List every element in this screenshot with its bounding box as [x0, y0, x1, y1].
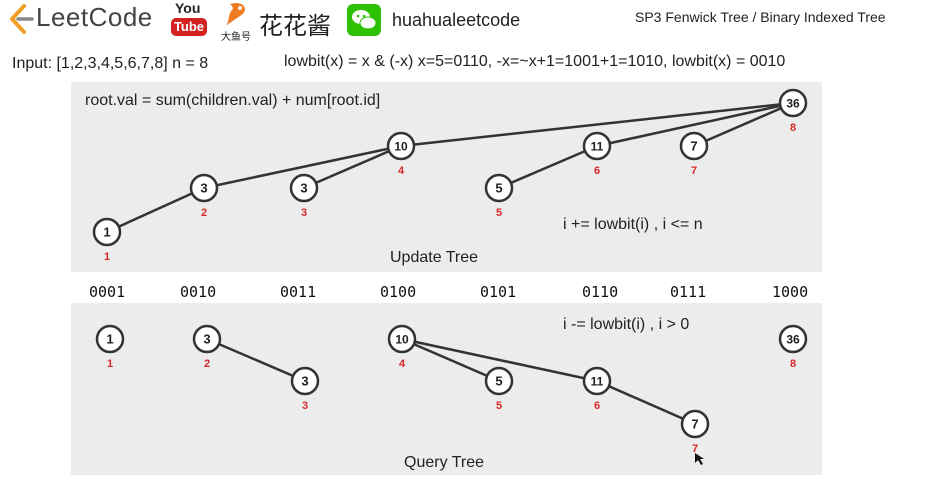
query-node-value-1: 1: [106, 332, 113, 347]
query-edges: [206, 337, 696, 426]
query-node-index-8: 8: [790, 358, 796, 370]
youtube-logo: You Tube: [169, 0, 209, 40]
query-node-value-4: 10: [395, 333, 409, 347]
binary-label: 0010: [180, 283, 217, 301]
update-edge-1-2: [106, 186, 205, 234]
query-node-index-6: 6: [594, 400, 600, 412]
update-rule: i += lowbit(i) , i <= n: [563, 216, 703, 233]
query-node-index-5: 5: [496, 400, 502, 412]
query-node-value-3: 3: [301, 374, 308, 389]
update-node-value-5: 5: [495, 181, 502, 196]
query-rule: i -= lowbit(i) , i > 0: [563, 316, 690, 333]
dayu-label: 大鱼号: [221, 32, 251, 43]
query-node-index-3: 3: [302, 400, 308, 412]
update-edge-7-8: [693, 101, 794, 148]
query-node-index-2: 2: [204, 358, 210, 370]
query-node-index-4: 4: [399, 358, 406, 370]
binary-label: 0111: [670, 283, 707, 301]
query-node-6: [582, 366, 612, 396]
query-node-5: [484, 366, 514, 396]
binary-label: 1000: [772, 283, 809, 301]
update-edge-5-6: [498, 144, 598, 190]
update-node-value-3: 3: [300, 181, 307, 196]
input-text: Input: [1,2,3,4,5,6,7,8] n = 8: [12, 55, 209, 72]
update-caption: Update Tree: [390, 249, 479, 266]
update-node-index-6: 6: [594, 165, 600, 177]
query-node-value-6: 11: [591, 375, 604, 389]
update-node-index-2: 2: [201, 207, 207, 219]
dayu-logo: 大鱼号: [220, 0, 256, 43]
wechat-icon: [347, 4, 381, 36]
update-node-7: [679, 131, 709, 161]
query-edge-4-6: [401, 337, 598, 383]
binary-label: 0011: [280, 283, 317, 301]
query-caption: Query Tree: [404, 454, 485, 471]
update-node-value-8: 36: [786, 97, 800, 111]
query-node-2: [192, 324, 222, 354]
query-node-index-7: 7: [692, 443, 698, 455]
lowbit-text: lowbit(x) = x & (-x) x=5=0110, -x=~x+1=1…: [284, 53, 786, 70]
update-node-value-4: 10: [394, 140, 408, 154]
query-node-value-8: 36: [786, 333, 800, 347]
query-edge-2-3: [206, 337, 306, 383]
update-node-value-6: 11: [591, 140, 604, 154]
update-formula: root.val = sum(children.val) + num[root.…: [85, 92, 381, 109]
update-node-index-7: 7: [691, 165, 697, 177]
update-node-1: [92, 217, 122, 247]
query-edge-6-7: [596, 379, 696, 426]
update-node-index-5: 5: [496, 207, 502, 219]
binary-label: 0100: [380, 283, 417, 301]
binary-label: 0110: [582, 283, 619, 301]
query-node-value-2: 3: [203, 332, 210, 347]
binary-label: 0001: [89, 283, 126, 301]
update-node-index-1: 1: [104, 251, 110, 263]
query-node-1: [95, 324, 125, 354]
update-edges: [106, 101, 794, 234]
binary-label: 0101: [480, 283, 517, 301]
query-node-4: [387, 324, 417, 354]
mouse-cursor-icon: [695, 453, 704, 465]
brand-name: LeetCode: [36, 2, 153, 32]
update-node-6: [582, 131, 612, 161]
wechat-id: huahualeetcode: [392, 10, 521, 30]
topic-title: SP3 Fenwick Tree / Binary Indexed Tree: [635, 9, 886, 25]
fish-icon: [226, 3, 245, 26]
query-node-value-5: 5: [495, 374, 502, 389]
update-edge-2-4: [203, 144, 402, 190]
update-node-value-7: 7: [690, 139, 697, 154]
update-node-8: [778, 88, 808, 118]
update-node-5: [484, 173, 514, 203]
query-node-8: [778, 324, 808, 354]
query-node-7: [680, 409, 710, 439]
update-edge-3-4: [303, 144, 402, 190]
update-edge-6-8: [596, 101, 794, 148]
channel-name: 花花酱: [259, 12, 331, 40]
youtube-top-label: You: [175, 0, 201, 16]
update-node-index-8: 8: [790, 122, 796, 134]
update-node-value-1: 1: [103, 225, 110, 240]
update-node-3: [289, 173, 319, 203]
query-edge-4-5: [401, 337, 500, 383]
update-node-2: [189, 173, 219, 203]
update-node-index-3: 3: [301, 207, 307, 219]
query-node-index-1: 1: [107, 358, 113, 370]
update-edge-4-8: [400, 101, 794, 148]
update-node-value-2: 3: [200, 181, 207, 196]
query-node-3: [290, 366, 320, 396]
update-node-4: [386, 131, 416, 161]
leetcode-icon: [10, 4, 34, 34]
query-node-value-7: 7: [691, 417, 698, 432]
update-node-index-4: 4: [398, 165, 405, 177]
youtube-tube-label: Tube: [171, 18, 207, 36]
